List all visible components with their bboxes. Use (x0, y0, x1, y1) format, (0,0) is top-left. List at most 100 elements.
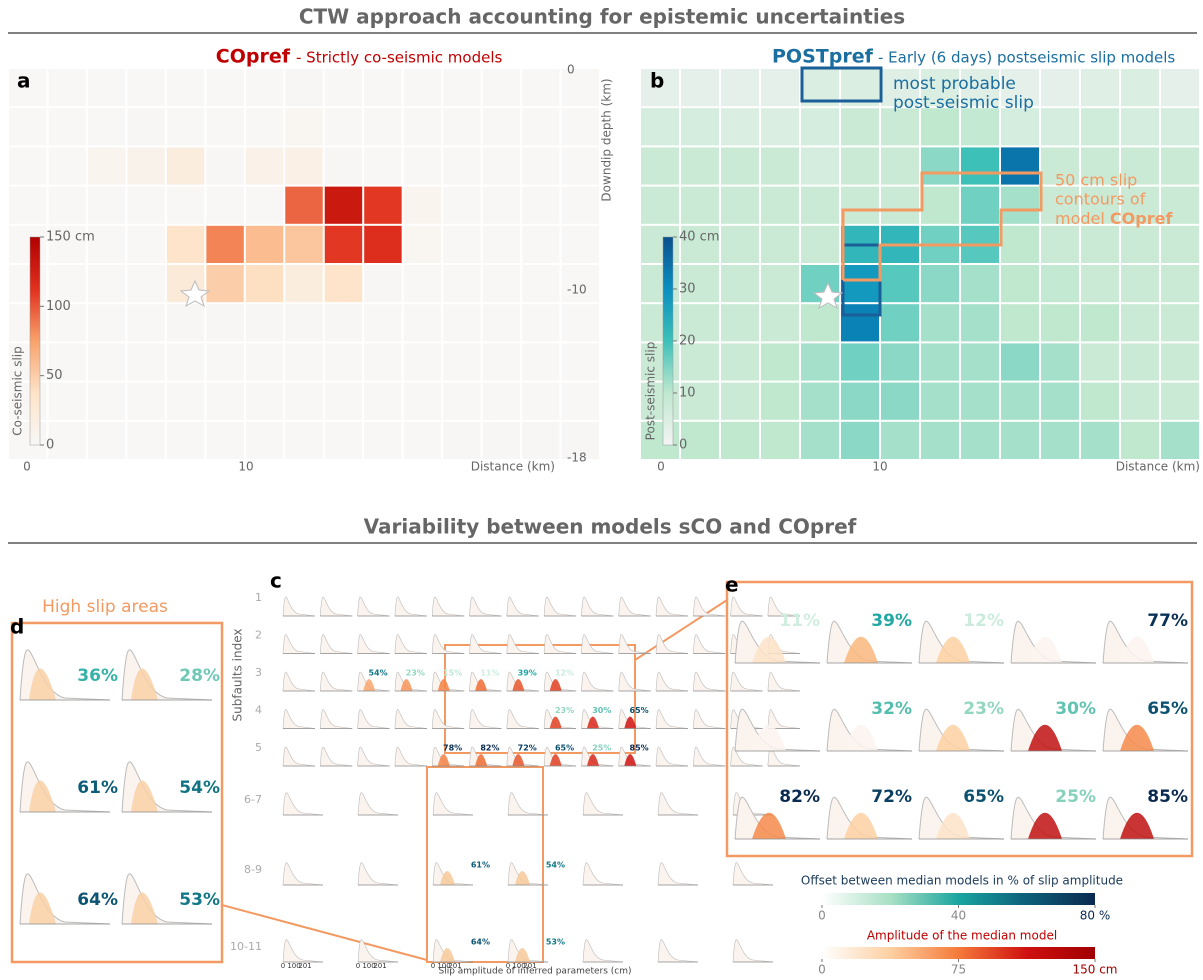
slip-cell (87, 69, 126, 107)
slip-cell (285, 186, 323, 224)
slip-cell (1041, 225, 1079, 263)
offset-label: 23% (406, 669, 425, 678)
offset-label: 65% (630, 706, 649, 715)
prior-curve (730, 596, 763, 617)
slip-cell (443, 343, 481, 381)
posterior (512, 754, 525, 766)
slip-cell (443, 186, 481, 224)
slip-cell (443, 265, 481, 303)
slip-cell (166, 382, 205, 420)
slip-cell (681, 343, 719, 381)
x-tick-label: 100 (437, 962, 450, 970)
slip-cell (1161, 265, 1199, 303)
prior-curve (357, 596, 390, 617)
slip-cell (9, 265, 47, 303)
x-tick-label: 100 (362, 962, 375, 970)
slip-cell (841, 343, 879, 381)
slip-cell (1001, 147, 1039, 185)
slip-cell (681, 147, 719, 185)
colorbar-tick-label: 150 cm (1072, 963, 1117, 977)
slip-cell (1001, 186, 1039, 224)
slip-cell (166, 225, 205, 263)
offset-label: 28% (179, 666, 220, 686)
slip-cell (1041, 265, 1079, 303)
slip-cell (761, 225, 799, 263)
slip-cell (801, 225, 839, 263)
posterior (936, 636, 970, 663)
slip-cell (522, 421, 560, 459)
slip-cell (721, 69, 759, 107)
slip-cell (841, 421, 879, 459)
slip-cell (522, 343, 560, 381)
slip-cell (324, 382, 363, 420)
slip-cell (721, 147, 759, 185)
slip-cell (285, 108, 323, 146)
slip-cell (364, 304, 402, 342)
posterior (440, 871, 455, 885)
prior-curve (618, 596, 651, 617)
prior-curve (394, 746, 427, 767)
slip-cell (1001, 225, 1039, 263)
depth-tick: -18 (567, 451, 587, 465)
slip-cell (881, 108, 919, 146)
slip-cell (1121, 69, 1159, 107)
posterior (549, 679, 562, 691)
slip-cell (681, 186, 719, 224)
offset-label: 23% (963, 699, 1004, 719)
posterior (400, 679, 413, 691)
x-tick-label: 201 (523, 962, 536, 970)
posterior (1028, 724, 1062, 751)
slip-cell (522, 225, 560, 263)
offset-label: 72% (871, 787, 912, 807)
slip-cell (721, 265, 759, 303)
slip-cell (1161, 304, 1199, 342)
slip-cell (561, 69, 599, 107)
slip-cell (1041, 343, 1079, 381)
slip-cell (127, 108, 165, 146)
offset-label: 36% (77, 666, 118, 686)
slip-cell (48, 421, 86, 459)
depth-label: Downdip depth (km) (600, 78, 614, 201)
slip-cell (127, 382, 165, 420)
annotation: post-seismic slip (893, 93, 1034, 113)
posterior (29, 780, 56, 812)
slip-cell (1041, 421, 1079, 459)
prior-curve (282, 862, 324, 886)
slip-cell (324, 265, 363, 303)
slip-cell (961, 265, 999, 303)
slip-cell (87, 343, 126, 381)
slip-cell (761, 265, 799, 303)
slip-cell (48, 108, 86, 146)
slip-cell (1041, 186, 1079, 224)
posterior (475, 754, 488, 766)
prior-curve (655, 746, 689, 767)
slip-cell (48, 186, 86, 224)
slip-cell (364, 186, 402, 224)
prior-curve (657, 939, 699, 963)
slip-cell (801, 343, 839, 381)
slip-cell (1121, 225, 1159, 263)
slip-cell (641, 69, 679, 107)
slip-cell (801, 382, 839, 420)
colorbar-tick-label: 0 (818, 909, 826, 923)
slip-cell (881, 382, 919, 420)
slip-cell (245, 108, 284, 146)
prior-curve (582, 792, 624, 816)
offset-label: 0% (791, 699, 820, 719)
slip-cell (801, 304, 839, 342)
slip-cell (87, 304, 126, 342)
main-title: CTW approach accounting for epistemic un… (299, 5, 905, 29)
slip-cell (87, 186, 126, 224)
slip-cell (482, 108, 521, 146)
slip-cell (403, 265, 442, 303)
slip-cell (1161, 382, 1199, 420)
slip-cell (285, 225, 323, 263)
prior-curve (732, 862, 774, 886)
offset-label: 61% (77, 778, 118, 798)
slip-cell (561, 265, 599, 303)
slip-cell (1001, 304, 1039, 342)
slip-cell (1041, 382, 1079, 420)
x-label: Distance (km) (471, 460, 555, 474)
slip-cell (1001, 265, 1039, 303)
